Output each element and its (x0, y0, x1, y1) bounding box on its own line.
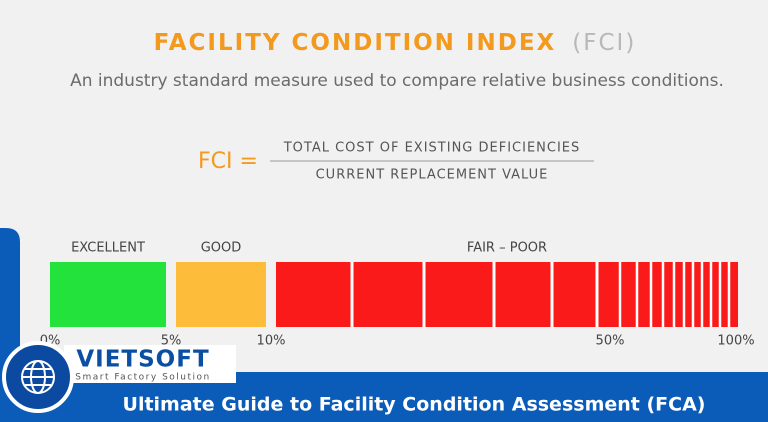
globe-icon (21, 360, 55, 394)
segment-fair-poor (276, 262, 738, 327)
logo-box (64, 345, 236, 383)
title: FACILITY CONDITION INDEX (FCI) (154, 30, 637, 56)
scale-tick: 100% (717, 334, 754, 349)
numerator: TOTAL COST OF EXISTING DEFICIENCIES (283, 141, 581, 156)
banner-text: Ultimate Guide to Facility Condition Ass… (123, 394, 706, 416)
segment-good (176, 262, 266, 327)
segment-label: GOOD (201, 241, 242, 256)
denominator: CURRENT REPLACEMENT VALUE (316, 168, 549, 183)
scale-tick: 50% (596, 334, 625, 349)
title-suffix: (FCI) (572, 30, 636, 56)
stripes (350, 262, 731, 327)
logo-name: VIETSOFT (76, 347, 209, 373)
segment-label: EXCELLENT (71, 241, 145, 256)
subtitle: An industry standard measure used to com… (70, 71, 724, 91)
scale-tick: 10% (257, 334, 286, 349)
segment-label: FAIR – POOR (467, 241, 547, 256)
title-main: FACILITY CONDITION INDEX (154, 30, 557, 56)
segment-excellent (50, 262, 166, 327)
scale-tick: 5% (161, 334, 182, 349)
logo-tagline: Smart Factory Solution (75, 373, 211, 383)
formula-lhs: FCI = (198, 149, 258, 174)
